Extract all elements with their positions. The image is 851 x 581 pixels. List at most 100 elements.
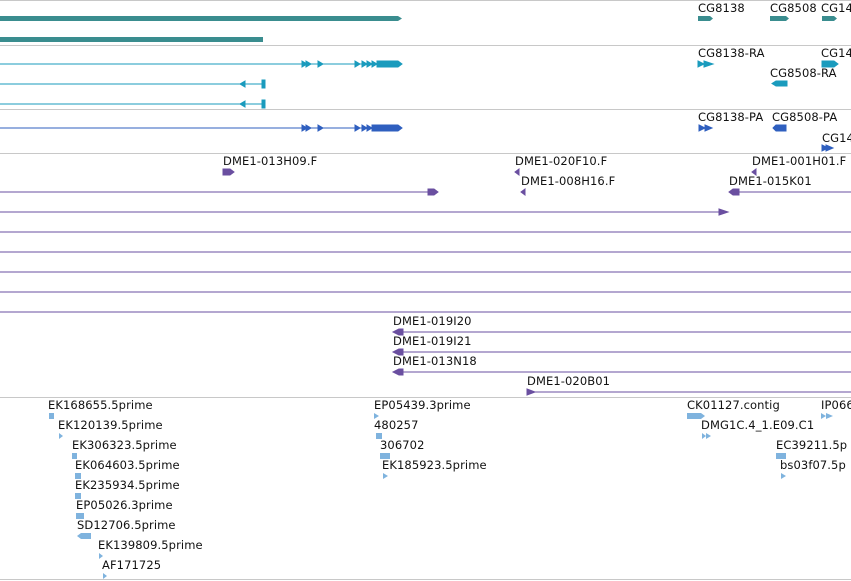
protein-label[interactable]: CG14 [822,131,851,145]
est-label[interactable]: AF171725 [102,558,162,572]
est-label[interactable]: EK168655.5prime [48,398,153,412]
bac-clone-end[interactable] [728,188,740,196]
est-feature[interactable] [706,433,711,439]
est-label[interactable]: EK064603.5prime [75,458,180,472]
bac-end-feature[interactable] [751,168,757,176]
est-feature[interactable] [776,453,786,459]
est-label[interactable]: EP05439.3prime [374,398,471,412]
protein-label[interactable]: CG8138-PA [698,110,764,124]
gene-feature[interactable] [0,16,402,21]
mrna-exon-arrow[interactable] [354,60,361,68]
protein-exon-block[interactable] [371,124,403,132]
protein-feature-cg8138-pa[interactable] [698,124,707,132]
est-feature[interactable] [826,413,833,419]
mrna-exon-arrow[interactable] [239,80,246,88]
est-label[interactable]: EK306323.5prime [72,438,177,452]
gene-feature-cg8508[interactable] [770,16,789,21]
est-label[interactable]: EK120139.5prime [58,418,163,432]
est-feature[interactable] [72,453,77,459]
mrna-exon-block[interactable] [261,79,266,89]
est-feature[interactable] [75,473,81,479]
mrna-exon-arrow[interactable] [366,60,373,68]
protein-feature-cg14[interactable] [821,144,830,152]
gene-label[interactable]: CG8508 [770,1,817,15]
est-label[interactable]: IP066 [821,398,851,412]
est-label[interactable]: 306702 [380,438,425,452]
bac-clone-end[interactable] [526,388,537,396]
est-feature[interactable] [380,453,390,459]
bac-clone-end[interactable] [718,208,730,216]
est-label[interactable]: EK235934.5prime [75,478,180,492]
est-label[interactable]: SD12706.5prime [77,518,176,532]
protein-feature-cg14[interactable] [825,144,835,152]
mrna-exon-arrow[interactable] [361,60,368,68]
mrna-feature-cg14[interactable] [821,60,839,68]
est-label[interactable]: 480257 [374,418,419,432]
bac-end-label[interactable]: DME1-008H16.F [521,174,616,188]
est-feature[interactable] [781,473,786,479]
protein-feature-cg8508-pa[interactable] [772,124,787,132]
est-label[interactable]: EK139809.5prime [98,538,203,552]
mrna-exon-block[interactable] [376,60,403,68]
est-feature[interactable] [103,573,107,579]
gene-feature-cg8138[interactable] [698,16,713,21]
protein-exon-arrow[interactable] [361,124,368,132]
bac-end-label[interactable]: DME1-015K01 [729,174,812,188]
gene-feature[interactable] [0,37,263,42]
mrna-label[interactable]: CG14 [821,46,851,60]
mrna-exon-arrow[interactable] [239,100,246,108]
bac-end-label[interactable]: DME1-001H01.F [752,154,847,168]
est-label[interactable]: bs03f07.5p [780,458,846,472]
mrna-exon-arrow[interactable] [305,60,312,68]
est-feature[interactable] [76,513,84,519]
mrna-feature-cg8138-ra[interactable] [697,60,706,68]
bac-end-feature[interactable] [520,188,526,196]
bac-clone-label[interactable]: DME1-019I20 [393,314,472,328]
est-label[interactable]: EC39211.5p [776,438,848,452]
est-feature[interactable] [374,413,379,419]
est-feature[interactable] [99,553,103,559]
est-feature[interactable] [75,493,81,499]
mrna-exon-arrow[interactable] [371,60,378,68]
bac-end-feature[interactable] [514,168,520,176]
est-label[interactable]: EP05026.3prime [76,498,173,512]
mrna-exon-block[interactable] [261,99,266,109]
est-label[interactable]: EK185923.5prime [382,458,487,472]
mrna-exon-arrow[interactable] [301,60,308,68]
mrna-label[interactable]: CG8138-RA [698,46,765,60]
bac-end-feature[interactable] [222,168,235,176]
est-label[interactable]: DMG1C.4_1.E09.C1 [701,418,815,432]
bac-clone-end[interactable] [391,328,404,336]
protein-exon-arrow[interactable] [366,124,373,132]
mrna-label[interactable]: CG8508-RA [770,66,837,80]
est-feature[interactable] [59,433,63,439]
est-feature[interactable] [49,413,54,419]
bac-end-label[interactable]: DME1-020F10.F [515,154,608,168]
mrna-exon-arrow[interactable] [317,60,324,68]
protein-exon-arrow[interactable] [354,124,361,132]
est-feature[interactable] [383,473,388,479]
bac-clone-label[interactable]: DME1-020B01 [527,374,611,388]
bac-clone-end[interactable] [427,188,439,196]
mrna-feature-cg8138-ra[interactable] [703,60,715,68]
bac-clone-label[interactable]: DME1-019I21 [393,334,472,348]
est-label[interactable]: CK01127.contig [687,398,780,412]
est-feature[interactable] [77,533,91,539]
bac-clone-label[interactable]: DME1-013N18 [393,354,477,368]
bac-clone-end[interactable] [391,348,404,356]
gene-label[interactable]: CG14 [821,1,851,15]
bac-clone-end[interactable] [391,368,404,376]
protein-label[interactable]: CG8508-PA [772,110,838,124]
gene-feature-cg14[interactable] [822,16,837,21]
protein-exon-arrow[interactable] [317,124,324,132]
protein-exon-arrow[interactable] [301,124,308,132]
bac-end-label[interactable]: DME1-013H09.F [223,154,318,168]
gene-label[interactable]: CG8138 [698,1,745,15]
est-feature[interactable] [702,433,706,439]
est-feature[interactable] [687,413,705,419]
protein-exon-arrow[interactable] [305,124,312,132]
est-feature[interactable] [821,413,826,419]
est-feature[interactable] [376,433,382,439]
protein-feature-cg8138-pa[interactable] [704,124,714,132]
mrna-feature-cg8508-ra[interactable] [771,80,788,87]
